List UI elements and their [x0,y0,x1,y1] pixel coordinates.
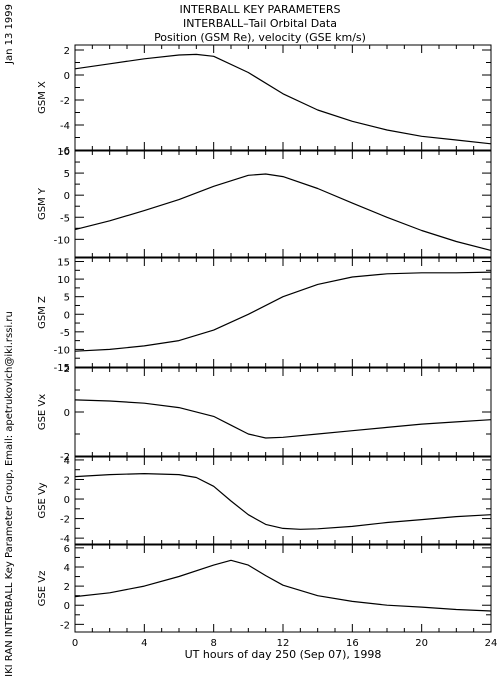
figure-subtitle: INTERBALL–Tail Orbital Data [183,17,337,30]
panel-gsm-z: -15 -10 -5 0 5 10 15 GSM Z [37,257,492,374]
y-tick-label: 0 [64,191,70,202]
panel-frame [74,544,492,633]
y-axis-label: GSE Vx [37,394,48,430]
y-tick-label: -4 [60,534,70,545]
series-line-gse-vx [74,399,492,439]
y-tick-label: 15 [57,258,70,269]
series-line-gsm-x [74,53,492,145]
y-tick-label: 0 [64,408,70,419]
y-tick-label: -15 [54,363,70,374]
y-axis-label: GSM Z [37,296,48,329]
x-axis-label: UT hours of day 250 (Sep 07), 1998 [185,648,382,661]
x-tick-label: 16 [346,638,359,649]
y-tick-label: 5 [64,169,70,180]
series-line-gsm-y [74,173,492,251]
panel-gse-vz: -2 0 2 4 6 GSE Vz [37,544,492,633]
y-tick-label: 4 [64,456,70,467]
y-axis-label: GSM X [37,81,48,114]
panel-gsm-y: -10 -5 0 5 10 GSM Y [37,147,492,258]
y-tick-label: -2 [60,620,70,631]
y-tick-label: 2 [64,475,70,486]
y-tick-label: 2 [64,582,70,593]
panel-frame [74,257,492,368]
y-tick-label: -10 [54,235,70,246]
y-tick-label: -5 [60,213,70,224]
series-line-gse-vy [74,473,492,530]
series-line-gse-vz [74,559,492,612]
y-tick-label: 0 [64,601,70,612]
x-tick-label: 4 [141,638,147,649]
y-tick-label: 6 [64,544,70,555]
y-tick-label: 0 [64,71,70,82]
y-tick-label: 10 [57,147,70,158]
credit-text: IKI RAN INTERBALL Key Parameter Group, E… [4,311,15,677]
y-tick-label: -2 [60,515,70,526]
y-tick-label: 10 [57,275,70,286]
panel-gsm-x: -6 -4 -2 0 2 GSM X [37,44,492,157]
y-tick-label: -6 [60,146,70,157]
panel-gse-vy: -4 -2 0 2 4 GSE Vy [37,456,492,545]
x-tick-label: 24 [485,638,498,649]
y-tick-label: -4 [60,121,70,132]
figure-units-line: Position (GSM Re), velocity (GSE km/s) [154,31,366,44]
y-tick-label: 2 [64,46,70,57]
y-axis-label: GSE Vy [37,482,48,518]
panel-frame [74,456,492,545]
x-tick-label: 20 [415,638,428,649]
panel-frame [74,150,492,258]
y-tick-label: 0 [64,310,70,321]
x-tick-label: 12 [277,638,290,649]
figure-title: INTERBALL KEY PARAMETERS [180,3,341,16]
x-tick-labels: 0 4 8 12 16 20 24 [72,638,498,649]
x-tick-label: 8 [210,638,216,649]
y-tick-label: -2 [60,96,70,107]
y-tick-label: 4 [64,563,70,574]
panel-gse-vx: -2 0 2 GSE Vx [37,364,492,463]
x-tick-label: 0 [72,638,78,649]
date-stamp: Jan 13 1999 [4,4,15,65]
series-line-gsm-z [74,271,492,352]
y-tick-label: 5 [64,293,70,304]
y-axis-label: GSM Y [37,187,48,220]
y-tick-label: 0 [64,495,70,506]
y-axis-label: GSE Vz [37,571,48,607]
panel-frame [74,367,492,457]
y-tick-label: 2 [64,364,70,375]
y-tick-label: -2 [60,452,70,463]
y-tick-label: -10 [54,345,70,356]
y-tick-label: -5 [60,328,70,339]
panel-frame [74,44,492,151]
